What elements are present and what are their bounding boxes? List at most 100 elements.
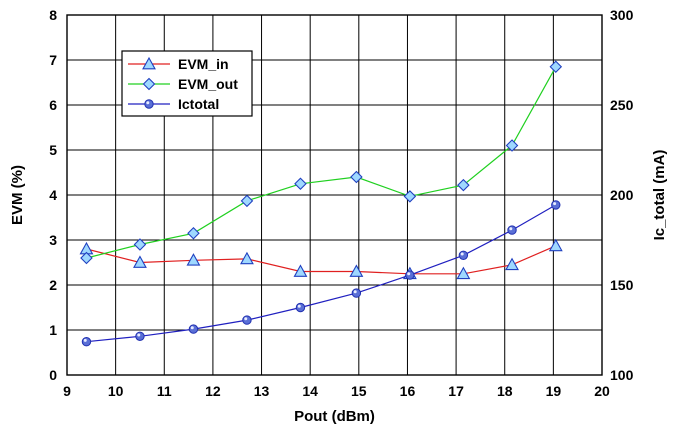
marker-body — [188, 324, 199, 334]
data-point — [350, 170, 363, 184]
legend-item: Ictotal — [128, 96, 219, 112]
y-tick-label: 3 — [49, 232, 57, 248]
marker-body — [458, 250, 469, 261]
x-tick-label: 15 — [351, 383, 367, 399]
marker-body — [551, 200, 561, 210]
marker-body — [135, 331, 145, 341]
data-point — [133, 255, 147, 268]
y-axis-label: EVM (%) — [9, 165, 26, 225]
y2-tick-label: 200 — [610, 187, 634, 203]
data-point — [293, 264, 308, 277]
x-tick-label: 20 — [594, 383, 610, 399]
marker-highlight — [297, 304, 301, 308]
series-Ictotal — [81, 200, 561, 347]
legend: EVM_in EVM_out Ictotal — [121, 50, 253, 117]
marker-highlight — [407, 272, 411, 276]
data-point — [187, 226, 200, 240]
series-EVM_in — [79, 238, 563, 280]
data-point — [458, 250, 469, 261]
series-line — [86, 66, 557, 259]
data-point — [505, 257, 519, 271]
legend-item: EVM_in — [128, 56, 229, 72]
marker-body — [144, 99, 154, 109]
y-tick-label: 1 — [49, 322, 57, 338]
marker-body — [405, 270, 415, 280]
data-point — [551, 200, 561, 210]
data-point — [81, 337, 92, 347]
y2-tick-label: 100 — [610, 367, 634, 383]
marker-highlight — [190, 326, 194, 330]
marker-body — [295, 302, 306, 313]
legend-label: EVM_out — [178, 76, 238, 92]
y-tick-label: 0 — [49, 367, 57, 383]
y2-tick-labels: 100 150 200 250 300 — [610, 7, 634, 383]
legend-item: EVM_out — [128, 76, 238, 92]
y-tick-label: 5 — [49, 142, 57, 158]
marker-body — [507, 225, 517, 235]
y2-tick-label: 250 — [610, 97, 634, 113]
marker-highlight — [146, 101, 150, 105]
marker-body — [351, 288, 362, 298]
data-point — [186, 253, 201, 266]
y-tick-label: 4 — [49, 187, 57, 203]
data-point — [240, 194, 254, 208]
data-point — [135, 331, 145, 341]
x-tick-labels: 9 10 11 12 13 14 15 16 17 18 19 20 — [63, 383, 610, 399]
y-tick-label: 6 — [49, 97, 57, 113]
x-tick-label: 11 — [157, 383, 172, 399]
marker-highlight — [460, 252, 464, 256]
data-point — [548, 238, 563, 252]
legend-label: EVM_in — [178, 56, 229, 72]
series-layer — [79, 60, 563, 347]
x-tick-label: 17 — [448, 383, 464, 399]
data-point — [405, 270, 415, 280]
data-point — [507, 225, 517, 235]
data-point — [403, 190, 417, 203]
x-tick-label: 18 — [497, 383, 513, 399]
data-point — [457, 178, 470, 192]
x-tick-label: 12 — [205, 383, 221, 399]
marker-highlight — [553, 202, 557, 206]
marker-highlight — [353, 290, 357, 294]
data-point — [295, 302, 306, 313]
legend-marker — [142, 56, 156, 70]
x-tick-label: 16 — [400, 383, 416, 399]
y-tick-labels: 0 1 2 3 4 5 6 7 8 — [49, 7, 57, 383]
y-tick-label: 7 — [49, 52, 57, 68]
data-point — [549, 60, 563, 74]
data-point — [294, 177, 307, 191]
plot-frame — [66, 14, 603, 376]
series-EVM_out — [80, 60, 563, 265]
data-point — [456, 266, 471, 280]
series-line — [86, 204, 557, 343]
x-axis-label: Pout (dBm) — [294, 408, 375, 425]
x-tick-label: 14 — [302, 383, 318, 399]
y-tick-label: 2 — [49, 277, 57, 293]
marker-highlight — [244, 317, 248, 321]
marker-highlight — [83, 338, 87, 342]
data-point — [505, 139, 519, 152]
x-tick-label: 13 — [254, 383, 270, 399]
marker-highlight — [509, 227, 513, 231]
data-point — [351, 288, 362, 298]
data-point — [242, 315, 252, 325]
data-point — [133, 238, 147, 251]
legend-marker — [144, 99, 154, 109]
marker-body — [242, 315, 252, 325]
data-point — [188, 324, 199, 334]
x-tick-label: 19 — [546, 383, 562, 399]
y2-tick-label: 300 — [610, 7, 634, 23]
data-point — [240, 251, 254, 265]
marker-highlight — [137, 333, 141, 337]
marker-body — [81, 337, 92, 347]
y-tick-label: 8 — [49, 7, 57, 23]
data-point — [349, 264, 364, 277]
series-line — [86, 245, 557, 275]
x-tick-label: 9 — [63, 383, 71, 399]
x-tick-label: 10 — [108, 383, 124, 399]
data-point — [80, 251, 93, 265]
y2-axis-label: Ic_total (mA) — [651, 150, 668, 241]
legend-marker — [142, 77, 156, 91]
legend-label: Ictotal — [178, 96, 219, 112]
